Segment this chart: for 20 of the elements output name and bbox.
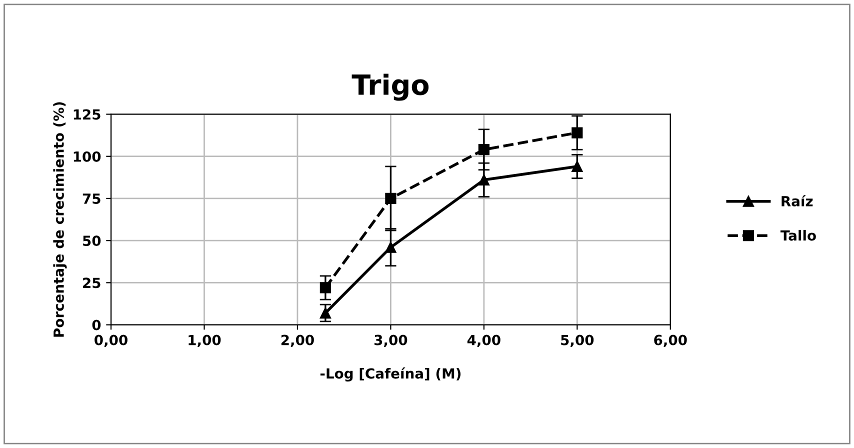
point bbox=[572, 127, 583, 138]
y-tick-label: 25 bbox=[83, 278, 100, 288]
x-tick-label: 3,00 bbox=[374, 334, 408, 348]
legend-label: Tallo bbox=[780, 230, 816, 241]
y-tick-label: 100 bbox=[74, 151, 101, 162]
x-tick-label: 4,00 bbox=[467, 334, 500, 348]
chart-title: Trigo bbox=[352, 74, 429, 101]
y-tick-label: 50 bbox=[83, 236, 101, 246]
x-tick-label: 0,00 bbox=[94, 334, 128, 348]
x-tick-label: 2,00 bbox=[281, 334, 314, 348]
x-axis-title: -Log [Cafeína] (M) bbox=[320, 367, 461, 382]
y-tick-label: 75 bbox=[82, 194, 100, 204]
legend-label: Raíz bbox=[782, 195, 813, 206]
x-tick-label: 5,00 bbox=[561, 334, 594, 348]
point bbox=[385, 192, 396, 204]
x-tick-label: 6,00 bbox=[654, 334, 687, 348]
x-tick-label: 1,00 bbox=[188, 334, 221, 348]
y-tick-label: 125 bbox=[74, 109, 100, 120]
y-tick-label: 0 bbox=[92, 320, 101, 330]
y-axis-title: Porcentaje de crecimiento (%) bbox=[53, 102, 67, 337]
